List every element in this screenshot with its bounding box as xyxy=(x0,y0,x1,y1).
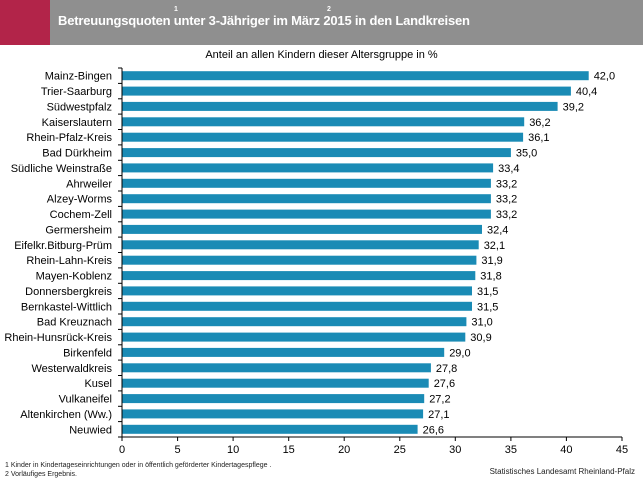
category-label: Eifelkr.Bitburg-Prüm xyxy=(14,240,112,252)
bar xyxy=(122,286,472,296)
data-label: 27,6 xyxy=(434,378,455,390)
data-label: 32,4 xyxy=(487,224,508,236)
category-label: Altenkirchen (Ww.) xyxy=(20,409,112,421)
x-tick-label: 45 xyxy=(616,444,628,456)
category-label: Westerwaldkreis xyxy=(32,363,113,375)
category-label: Cochem-Zell xyxy=(50,209,112,221)
data-label: 27,1 xyxy=(428,409,449,421)
bar xyxy=(122,363,431,373)
bar xyxy=(122,271,476,281)
footnote-marker-1: 1 xyxy=(174,6,178,13)
footnote-marker-2: 2 xyxy=(327,6,331,13)
category-label: Kaiserslautern xyxy=(42,117,112,129)
data-label: 31,8 xyxy=(480,271,501,283)
bar xyxy=(122,255,477,265)
x-tick-label: 30 xyxy=(449,444,461,456)
data-label: 40,4 xyxy=(576,86,597,98)
bar xyxy=(122,378,429,388)
category-label: Mainz-Bingen xyxy=(45,71,112,83)
x-tick-label: 10 xyxy=(227,444,239,456)
data-label: 35,0 xyxy=(516,148,537,160)
data-label: 30,9 xyxy=(470,332,491,344)
bar xyxy=(122,148,511,158)
x-tick-label: 40 xyxy=(560,444,572,456)
category-label: Rhein-Lahn-Kreis xyxy=(26,255,112,267)
bar xyxy=(122,117,525,127)
data-label: 26,6 xyxy=(423,424,444,436)
category-label: Trier-Saarburg xyxy=(41,86,112,98)
title-bar xyxy=(0,0,643,45)
category-label: Vulkaneifel xyxy=(59,394,112,406)
bar xyxy=(122,194,491,204)
data-label: 36,2 xyxy=(529,117,550,129)
category-label: Bad Kreuznach xyxy=(37,317,112,329)
x-tick-label: 15 xyxy=(283,444,295,456)
footnote-2: 2 Vorläufiges Ergebnis. xyxy=(5,471,77,478)
data-label: 31,0 xyxy=(471,317,492,329)
bar xyxy=(122,332,466,342)
brand-accent-block xyxy=(0,0,50,45)
category-label: Südliche Weinstraße xyxy=(11,163,112,175)
data-label: 32,1 xyxy=(484,240,505,252)
chart-title: Betreuungsquoten unter 3-Jähriger im Mär… xyxy=(58,13,470,28)
category-label: Rhein-Pfalz-Kreis xyxy=(26,132,112,144)
x-tick-label: 0 xyxy=(119,444,125,456)
category-label: Bernkastel-Wittlich xyxy=(21,301,112,313)
data-label: 31,5 xyxy=(477,286,498,298)
category-label: Donnersbergkreis xyxy=(25,286,112,298)
category-label: Germersheim xyxy=(45,224,112,236)
x-tick-label: 20 xyxy=(338,444,350,456)
category-label: Alzey-Worms xyxy=(47,194,113,206)
data-label: 31,9 xyxy=(481,255,502,267)
bar xyxy=(122,224,482,234)
bar xyxy=(122,132,524,142)
data-label: 33,2 xyxy=(496,178,517,190)
data-label: 27,2 xyxy=(429,394,450,406)
bar xyxy=(122,394,425,404)
bar xyxy=(122,101,558,111)
category-label: Südwestpfalz xyxy=(47,101,112,113)
category-label: Neuwied xyxy=(69,424,112,436)
category-label: Mayen-Koblenz xyxy=(36,271,112,283)
bar xyxy=(122,209,491,219)
x-tick-label: 35 xyxy=(505,444,517,456)
data-label: 39,2 xyxy=(563,101,584,113)
x-tick-label: 25 xyxy=(394,444,406,456)
bar xyxy=(122,317,467,327)
x-tick-label: 5 xyxy=(175,444,181,456)
bar xyxy=(122,424,418,434)
data-label: 42,0 xyxy=(594,71,615,83)
bar xyxy=(122,86,571,96)
bar xyxy=(122,240,479,250)
chart-subtitle: Anteil an allen Kindern dieser Altersgru… xyxy=(205,49,438,61)
category-label: Kusel xyxy=(84,378,112,390)
category-label: Bad Dürkheim xyxy=(42,148,112,160)
data-label: 33,2 xyxy=(496,209,517,221)
bar xyxy=(122,178,491,188)
bar xyxy=(122,163,494,173)
bar xyxy=(122,409,424,419)
data-label: 27,8 xyxy=(436,363,457,375)
bar xyxy=(122,347,445,357)
category-label: Rhein-Hunsrück-Kreis xyxy=(4,332,112,344)
category-label: Ahrweiler xyxy=(66,178,112,190)
bar xyxy=(122,301,472,311)
bar xyxy=(122,71,589,81)
data-label: 33,2 xyxy=(496,194,517,206)
footnote-1: 1 Kinder in Kindertageseinrichtungen ode… xyxy=(5,462,272,469)
data-label: 29,0 xyxy=(449,347,470,359)
category-label: Birkenfeld xyxy=(63,347,112,359)
footnotes: 1 Kinder in Kindertageseinrichtungen ode… xyxy=(5,461,271,479)
data-label: 36,1 xyxy=(528,132,549,144)
data-label: 33,4 xyxy=(498,163,519,175)
source-note: Statistisches Landesamt Rheinland-Pfalz xyxy=(489,467,635,476)
data-label: 31,5 xyxy=(477,301,498,313)
